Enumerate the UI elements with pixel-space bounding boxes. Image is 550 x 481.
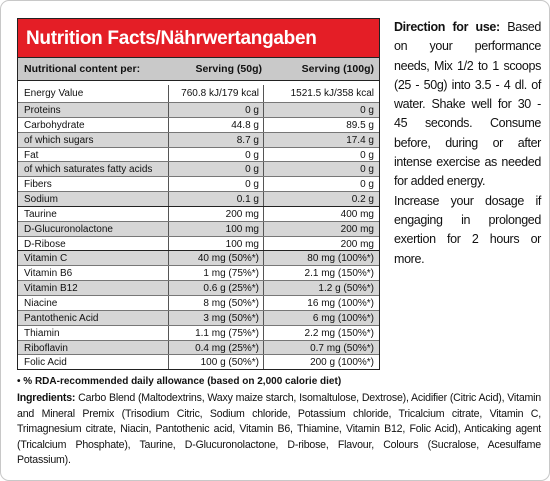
table-cell: Taurine: [18, 206, 169, 221]
table-row: Vitamin C 40 mg (50%*) 80 mg (100%*): [18, 250, 379, 266]
column-header: Nutritional content per: Serving (50g) S…: [18, 57, 379, 81]
table-cell: 200 mg: [340, 223, 374, 235]
table-cell: 0 g: [360, 105, 374, 116]
table-cell: 0 g: [169, 147, 264, 162]
table-cell: 400 mg: [340, 208, 374, 220]
table-row: Vitamin B12 0.6 g (25%*) 1.2 g (50%*): [18, 280, 379, 295]
table-row: D-Ribose 100 mg 200 mg: [18, 235, 379, 251]
table-cell: of which saturates fatty acids: [18, 162, 169, 177]
table-cell: 1.1 mg (75%*): [169, 325, 264, 340]
table-cell: 80 mg (100%*): [307, 253, 374, 265]
ingredients: Ingredients: Carbo Blend (Maltodextrins,…: [17, 391, 541, 469]
directions-paragraph: Direction for use: Based on your perform…: [394, 18, 541, 192]
table-cell: 0 g: [360, 179, 374, 191]
table-cell: Vitamin B12: [18, 281, 169, 295]
table-cell: D-Glucuronolactone: [18, 221, 169, 236]
directions: Direction for use: Based on your perform…: [394, 18, 541, 269]
table-cell: 3 mg (50%*): [169, 310, 264, 325]
table-cell: 0 g: [169, 103, 264, 117]
table-cell: 200 mg: [340, 238, 374, 250]
table-row: Thiamin 1.1 mg (75%*) 2.2 mg (150%*): [18, 324, 379, 340]
table-cell: Carbohydrate: [18, 117, 169, 132]
table-cell: Riboflavin: [18, 340, 169, 355]
table-cell: 16 mg (100%*): [307, 297, 374, 309]
table-cell: 0.4 mg (25%*): [169, 340, 264, 355]
table-cell: 200 mg: [169, 206, 264, 221]
directions-paragraph: Increase your dosage if engaging in prol…: [394, 193, 541, 266]
table-body: Energy Value 760.8 kJ/179 kcal 1521.5 kJ/3…: [18, 85, 379, 370]
ingredients-text: Carbo Blend (Maltodextrins, Waxy maize s…: [17, 392, 541, 467]
table-cell: 760.8 kJ/179 kcal: [169, 85, 264, 102]
ingredients-heading: Ingredients:: [17, 392, 76, 404]
table-cell: 200 g (100%*): [310, 357, 374, 369]
table-cell: Vitamin B6: [18, 266, 169, 281]
directions-text: Based on your performance needs, Mix 1/2…: [394, 20, 541, 189]
table-cell: 0.2 g: [351, 194, 374, 206]
table-cell: 1 mg (75%*): [169, 266, 264, 281]
nutrition-table: Nutrition Facts/Nährwertangaben Nutritio…: [17, 18, 380, 370]
table-cell: 2.1 mg (150%*): [304, 268, 374, 280]
table-cell: 0 g: [360, 149, 374, 161]
table-cell: Proteins: [18, 103, 169, 117]
table-cell: 100 g (50%*): [169, 355, 264, 370]
table-cell: Energy Value: [18, 85, 169, 102]
table-row: Pantothenic Acid 3 mg (50%*) 6 mg (100%*): [18, 309, 379, 325]
table-cell: 100 mg: [169, 221, 264, 236]
table-cell: Fat: [18, 147, 169, 162]
table-cell: 6 mg (100%*): [312, 312, 374, 324]
table-row: Vitamin B6 1 mg (75%*) 2.1 mg (150%*): [18, 265, 379, 281]
table-row: Riboflavin 0.4 mg (25%*) 0.7 mg (50%*): [18, 339, 379, 355]
directions-heading: Direction for use:: [394, 20, 500, 34]
header-cell: Nutritional content per:: [24, 63, 141, 75]
table-cell: 89.5 g: [346, 119, 374, 131]
table-cell: Thiamin: [18, 325, 169, 340]
table-cell: 0.6 g (25%*): [169, 281, 264, 295]
table-cell: Folic Acid: [18, 355, 169, 370]
table-row: Taurine 200 mg 400 mg: [18, 205, 379, 221]
table-cell: 40 mg (50%*): [169, 251, 264, 266]
table-row: Energy Value 760.8 kJ/179 kcal 1521.5 kJ/3…: [18, 85, 379, 102]
table-row: Folic Acid 100 g (50%*) 200 g (100%*): [18, 354, 379, 370]
table-cell: Niacine: [18, 295, 169, 310]
table-row: Sodium 0.1 g 0.2 g: [18, 191, 379, 206]
table-cell: Pantothenic Acid: [18, 310, 169, 325]
table-cell: 100 mg: [169, 236, 264, 251]
header-cell: Serving (50g): [195, 63, 262, 75]
table-row: Niacine 8 mg (50%*) 16 mg (100%*): [18, 294, 379, 310]
footnote: • % RDA-recommended daily allowance (bas…: [17, 376, 342, 387]
table-cell: of which sugars: [18, 132, 169, 147]
table-cell: Vitamin C: [18, 251, 169, 266]
table-cell: 44.8 g: [169, 117, 264, 132]
table-cell: 0 g: [169, 162, 264, 177]
table-cell: 0 g: [360, 164, 374, 176]
table-cell: Fibers: [18, 177, 169, 192]
table-cell: Sodium: [18, 192, 169, 206]
table-cell: 1.2 g (50%*): [318, 283, 374, 295]
table-row: Carbohydrate 44.8 g 89.5 g: [18, 116, 379, 132]
table-cell: 8 mg (50%*): [169, 295, 264, 310]
table-row: of which sugars 8.7 g 17.4 g: [18, 131, 379, 147]
table-title: Nutrition Facts/Nährwertangaben: [18, 19, 379, 57]
header-cell: Serving (100g): [301, 63, 374, 75]
table-cell: D-Ribose: [18, 236, 169, 251]
table-cell: 2.2 mg (150%*): [304, 327, 374, 339]
table-cell: 0.7 mg (50%*): [310, 342, 374, 354]
table-cell: 8.7 g: [169, 132, 264, 147]
table-cell: 0.1 g: [169, 192, 264, 206]
table-cell: 0 g: [169, 177, 264, 192]
table-row: D-Glucuronolactone 100 mg 200 mg: [18, 220, 379, 236]
table-cell: 1521.5 kJ/358 kcal: [290, 88, 374, 99]
table-cell: 17.4 g: [346, 134, 374, 146]
